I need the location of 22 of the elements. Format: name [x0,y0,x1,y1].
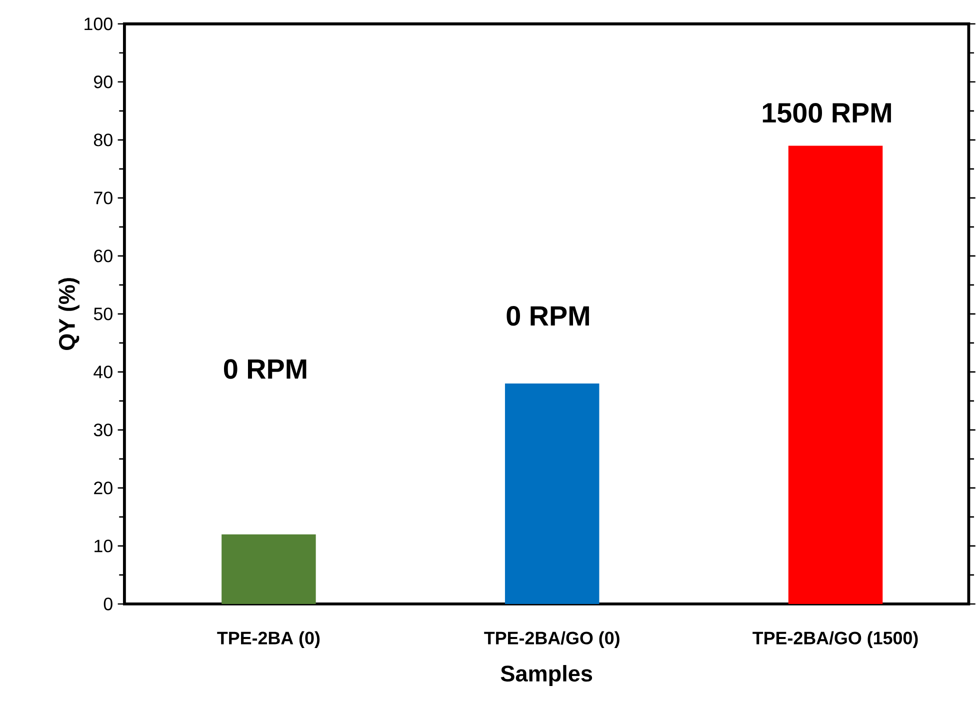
bar [788,146,883,604]
annotation: 0 RPM [506,306,589,326]
y-tick-label: 90 [94,76,112,88]
y-axis-title: QY (%) [58,278,80,350]
y-tick-label: 50 [94,308,112,321]
y-tick-label: 30 [94,424,112,437]
y-tick-label: 20 [94,482,112,495]
x-axis-title: Samples [500,665,592,686]
annotation: 0 RPM [224,359,306,380]
y-tick-label: 70 [94,192,112,204]
x-tick-label: TPE-2BA/GO (1500) [752,631,918,648]
y-tick-label: 60 [94,250,112,263]
y-tick-label: 100 [84,18,112,30]
bar [504,384,600,604]
x-tick-label: TPE-2BA (0) [217,631,320,648]
y-tick-label: 10 [94,540,112,553]
bar [222,534,316,604]
y-tick-label: 0 [104,598,112,611]
y-tick-label: 80 [94,134,112,146]
annotation: 1500 RPM [762,103,891,123]
y-tick-label: 40 [94,366,112,379]
x-tick-label: TPE-2BA/GO (0) [484,631,620,648]
